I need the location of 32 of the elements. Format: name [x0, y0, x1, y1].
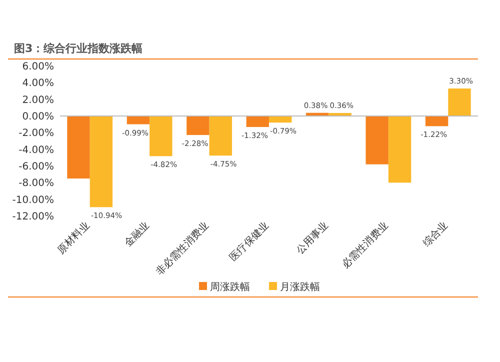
y-tick-label: 0.00%: [22, 112, 54, 122]
x-tick-label: 非必需性消费业: [153, 220, 212, 278]
x-tick-label: 综合业: [420, 220, 450, 250]
legend-label: 周涨跌幅: [210, 281, 250, 293]
bar: [209, 116, 232, 156]
x-tick-label: 金融业: [122, 220, 152, 250]
bar: [150, 116, 172, 156]
bar: [269, 116, 292, 123]
bar: [366, 116, 388, 164]
y-tick-label: 6.00%: [22, 62, 54, 72]
chart-title: 图3：综合行业指数涨跌幅: [14, 42, 143, 55]
x-tick-label: 必需性消费业: [340, 220, 391, 271]
y-tick-label: -4.00%: [18, 144, 54, 156]
bar: [67, 116, 90, 178]
x-tick-label: 原材料业: [55, 220, 92, 256]
x-tick-label: 公用事业: [294, 220, 331, 256]
y-tick-label: -8.00%: [18, 178, 54, 190]
bar: [448, 88, 471, 116]
y-tick-label: -2.00%: [18, 128, 54, 140]
bar: [388, 116, 412, 183]
bar: [246, 116, 269, 127]
y-tick-label: 4.00%: [22, 78, 54, 90]
bar: [186, 116, 210, 135]
y-tick-label: 2.00%: [22, 94, 54, 106]
y-tick-label: -10.00%: [12, 194, 54, 206]
bar: [126, 116, 150, 124]
bar: [90, 116, 113, 208]
y-tick-label: -6.00%: [18, 162, 54, 172]
legend-label: 月涨跌幅: [280, 281, 320, 293]
y-tick-label: -12.00%: [12, 212, 54, 222]
bar: [425, 116, 448, 126]
x-tick-label: 医疗保健业: [227, 220, 272, 264]
